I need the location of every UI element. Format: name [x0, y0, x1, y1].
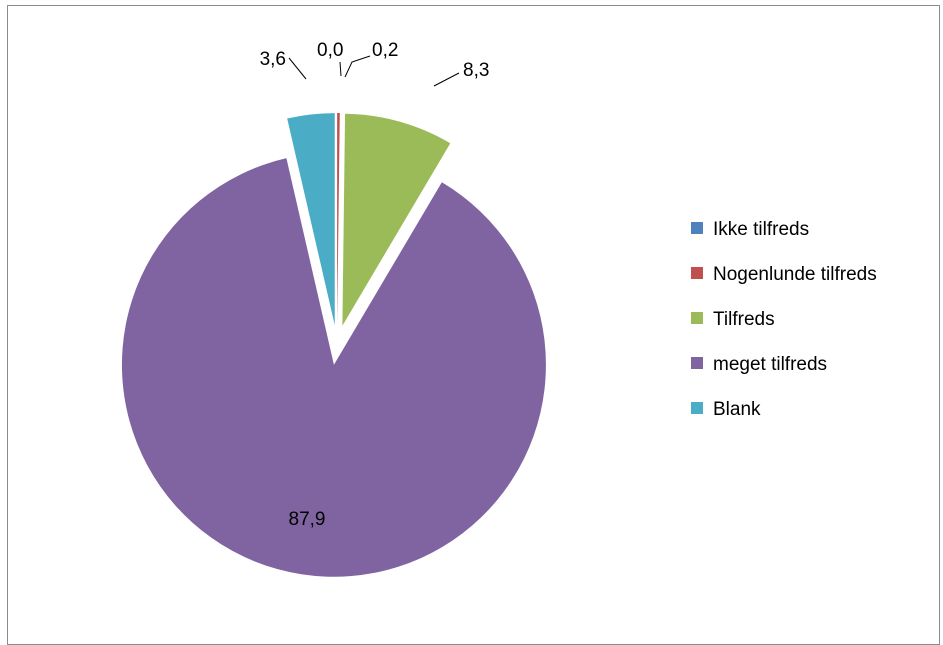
leader-line-tilfreds — [433, 72, 460, 87]
data-label-meget-tilfreds: 87,9 — [289, 509, 326, 530]
legend-label-ikke-tilfreds: Ikke tilfreds — [713, 219, 809, 240]
legend-label-blank: Blank — [713, 399, 761, 420]
legend-swatch-blank — [691, 402, 703, 414]
leader-line-nogenlunde-tilfreds — [344, 55, 371, 78]
leader-line-blank — [288, 57, 307, 80]
legend: Ikke tilfreds Nogenlunde tilfreds Tilfreds… — [691, 219, 877, 420]
leader-lines — [288, 55, 460, 87]
leader-line-ikke-tilfreds — [339, 61, 342, 77]
legend-label-tilfreds: Tilfreds — [713, 309, 775, 330]
legend-label-nogenlunde-tilfreds: Nogenlunde tilfreds — [713, 264, 877, 285]
legend-swatch-nogenlunde-tilfreds — [691, 267, 703, 279]
data-label-ikke-tilfreds: 0,0 — [317, 40, 343, 61]
pie-slice-nogenlunde-tilfreds — [337, 113, 340, 326]
pie-slices — [121, 113, 546, 577]
pie-slice-meget-tilfreds — [121, 158, 546, 577]
data-label-nogenlunde-tilfreds: 0,2 — [372, 40, 398, 61]
legend-swatch-meget-tilfreds — [691, 357, 703, 369]
legend-swatch-ikke-tilfreds — [691, 222, 703, 234]
pie-slice-blank — [287, 113, 335, 326]
pie-chart: 0,0 0,2 8,3 87,9 3,6 Ikke tilfreds Nogenlunde… — [121, 40, 877, 577]
pie-slice-tilfreds — [342, 113, 451, 326]
legend-swatch-tilfreds — [691, 312, 703, 324]
legend-label-meget-tilfreds: meget tilfreds — [713, 354, 827, 375]
data-label-tilfreds: 8,3 — [463, 60, 489, 81]
data-label-blank: 3,6 — [260, 49, 286, 70]
data-labels: 0,0 0,2 8,3 87,9 3,6 — [260, 40, 490, 530]
